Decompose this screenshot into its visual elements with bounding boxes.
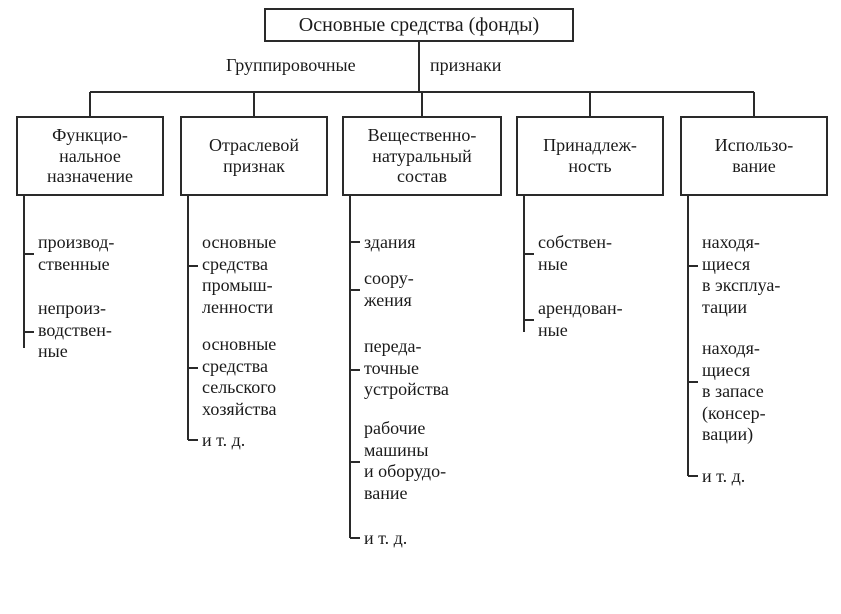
list-item: переда- точные устройства bbox=[364, 336, 449, 401]
section-label-right: признаки bbox=[430, 55, 501, 77]
list-item: производ- ственные bbox=[38, 232, 114, 275]
group-title: Отраслевой признак bbox=[209, 135, 299, 176]
group-box-material: Вещественно- натуральный состав bbox=[342, 116, 502, 196]
list-item: и т. д. bbox=[202, 430, 245, 452]
list-item: основные средства промыш- ленности bbox=[202, 232, 276, 318]
root-box: Основные средства (фонды) bbox=[264, 8, 574, 42]
group-box-sector: Отраслевой признак bbox=[180, 116, 328, 196]
section-label-left: Группировочные bbox=[226, 55, 356, 77]
group-title: Принадлеж- ность bbox=[543, 135, 637, 176]
list-item: находя- щиеся в запасе (консер- вации) bbox=[702, 338, 766, 446]
list-item: и т. д. bbox=[702, 466, 745, 488]
diagram-canvas: Основные средства (фонды) Группировочные… bbox=[0, 0, 841, 614]
list-item: здания bbox=[364, 232, 415, 254]
group-box-usage: Использо- вание bbox=[680, 116, 828, 196]
list-item: арендован- ные bbox=[538, 298, 623, 341]
group-box-functional: Функцио- нальное назначение bbox=[16, 116, 164, 196]
list-item: собствен- ные bbox=[538, 232, 612, 275]
list-item: и т. д. bbox=[364, 528, 407, 550]
list-item: непроиз- водствен- ные bbox=[38, 298, 112, 363]
group-title: Функцио- нальное назначение bbox=[47, 125, 133, 187]
group-box-ownership: Принадлеж- ность bbox=[516, 116, 664, 196]
list-item: находя- щиеся в эксплуа- тации bbox=[702, 232, 780, 318]
list-item: рабочие машины и оборудо- вание bbox=[364, 418, 446, 504]
group-title: Использо- вание bbox=[715, 135, 794, 176]
group-title: Вещественно- натуральный состав bbox=[368, 125, 477, 187]
root-title: Основные средства (фонды) bbox=[299, 14, 539, 37]
list-item: соору- жения bbox=[364, 268, 414, 311]
list-item: основные средства сельского хозяйства bbox=[202, 334, 276, 420]
